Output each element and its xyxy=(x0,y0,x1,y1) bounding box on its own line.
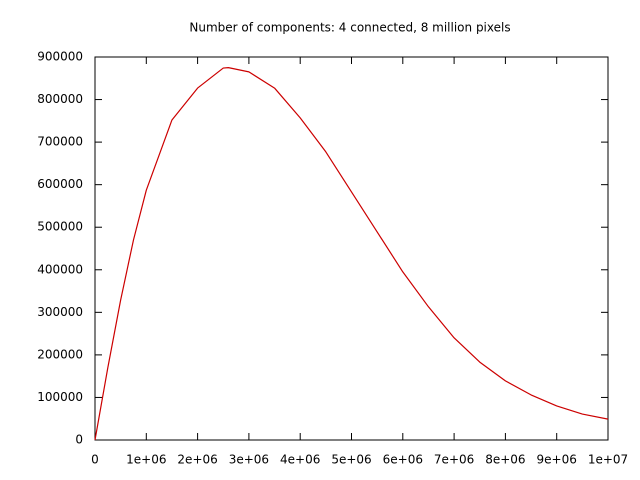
y-tick-label: 400000 xyxy=(37,262,83,276)
y-tick-label: 600000 xyxy=(37,177,83,191)
y-tick-label: 700000 xyxy=(37,135,83,149)
y-tick-label: 300000 xyxy=(37,305,83,319)
y-tick-label: 800000 xyxy=(37,92,83,106)
x-tick-label: 4e+06 xyxy=(280,453,320,467)
x-tick-label: 1e+06 xyxy=(126,453,166,467)
x-tick-label: 7e+06 xyxy=(434,453,474,467)
x-tick-label: 9e+06 xyxy=(537,453,577,467)
x-tick-label: 0 xyxy=(91,453,99,467)
x-tick-label: 1e+07 xyxy=(588,453,628,467)
chart-title: Number of components: 4 connected, 8 mil… xyxy=(189,21,510,35)
y-tick-label: 500000 xyxy=(37,220,83,234)
x-tick-label: 6e+06 xyxy=(383,453,423,467)
y-tick-label: 900000 xyxy=(37,50,83,64)
y-tick-label: 100000 xyxy=(37,390,83,404)
x-tick-label: 3e+06 xyxy=(229,453,269,467)
plot-frame xyxy=(94,56,609,441)
x-tick-label: 5e+06 xyxy=(331,453,371,467)
data-line xyxy=(94,67,609,441)
x-tick-label: 2e+06 xyxy=(177,453,217,467)
x-tick-label: 8e+06 xyxy=(485,453,525,467)
y-tick-label: 200000 xyxy=(37,347,83,361)
y-tick-label: 0 xyxy=(75,433,83,447)
